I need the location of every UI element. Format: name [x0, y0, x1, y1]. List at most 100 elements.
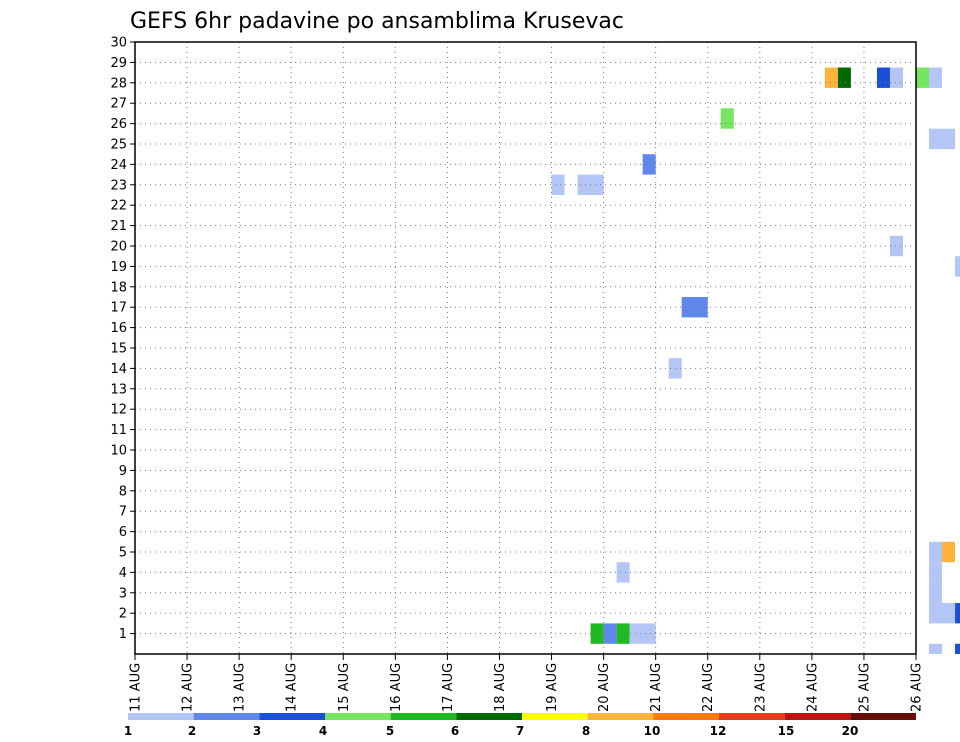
colorbar-label: 12 [710, 724, 727, 738]
y-tick-label: 2 [119, 607, 127, 622]
data-cell [942, 541, 956, 563]
data-cell [929, 541, 943, 563]
y-tick-label: 4 [119, 566, 127, 581]
colorbar-label: 15 [778, 724, 795, 738]
colorbar-segment [719, 713, 785, 720]
y-tick-label: 27 [110, 97, 127, 112]
y-tick-label: 21 [110, 219, 127, 234]
grid-layer [135, 42, 916, 654]
x-tick-label: 16 AUG [389, 663, 404, 712]
y-tick-label: 18 [110, 280, 127, 295]
colorbar-label: 10 [644, 724, 661, 738]
data-cell [955, 603, 960, 624]
data-cell [955, 256, 960, 277]
y-tick-label: 6 [119, 525, 127, 540]
colorbar-label: 5 [386, 724, 394, 738]
colorbar: 1 2 3 4 5 6 7 8 10 12 15 20 [124, 713, 916, 738]
y-tick-label: 11 [110, 423, 127, 438]
y-tick-label: 26 [110, 117, 127, 132]
y-tick-label: 10 [110, 444, 127, 459]
data-cell [681, 297, 708, 318]
y-tick-label: 20 [110, 240, 127, 255]
colorbar-segment [259, 713, 325, 720]
colorbar-segment [390, 713, 457, 720]
y-tick-label: 25 [110, 138, 127, 153]
data-cell [837, 67, 851, 88]
x-tick-label: 19 AUG [545, 663, 560, 712]
colorbar-segment [456, 713, 522, 720]
cells-layer [551, 67, 960, 654]
colorbar-label: 1 [124, 724, 132, 738]
colorbar-segment [784, 713, 851, 720]
y-tick-label: 19 [110, 260, 127, 275]
data-cell [720, 108, 734, 129]
y-tick-label: 29 [110, 56, 127, 71]
colorbar-segment [522, 713, 588, 720]
x-tick-label: 13 AUG [233, 663, 248, 712]
colorbar-label: 20 [842, 724, 859, 738]
colorbar-segment [128, 713, 194, 720]
data-cell [889, 235, 903, 257]
data-cell [929, 128, 956, 150]
x-tick-label: 11 AUG [129, 663, 144, 712]
x-tick-label: 24 AUG [805, 663, 820, 712]
data-cell [642, 154, 656, 175]
x-tick-label: 14 AUG [285, 663, 300, 712]
colorbar-label: 3 [253, 724, 261, 738]
y-tick-label: 7 [119, 505, 127, 520]
x-tick-label: 26 AUG [910, 663, 925, 712]
y-tick-label: 12 [110, 403, 127, 418]
data-cell [955, 643, 960, 654]
y-tick-label: 30 [110, 36, 127, 51]
data-cell [889, 67, 903, 88]
y-tick-label: 22 [110, 199, 127, 214]
x-tick-label: 22 AUG [701, 663, 716, 712]
data-cell [824, 67, 838, 88]
y-tick-label: 14 [110, 362, 127, 377]
y-tick-label: 28 [110, 76, 127, 91]
x-tick-label: 21 AUG [649, 663, 664, 712]
y-tick-label: 3 [119, 586, 127, 601]
colorbar-segment [587, 713, 654, 720]
x-tick-label: 20 AUG [597, 663, 612, 712]
colorbar-label: 4 [319, 724, 327, 738]
data-cell [929, 643, 943, 654]
colorbar-segment [325, 713, 391, 720]
data-cell [590, 623, 604, 644]
colorbar-label: 7 [516, 724, 524, 738]
x-tick-label: 25 AUG [857, 663, 872, 712]
data-cell [929, 67, 943, 88]
y-tick-label: 13 [110, 382, 127, 397]
y-tick-label: 8 [119, 484, 127, 499]
y-tick-label: 16 [110, 321, 127, 336]
x-tick-label: 18 AUG [493, 663, 508, 712]
chart-title: GEFS 6hr padavine po ansamblima Krusevac [130, 9, 624, 34]
y-tick-label: 15 [110, 342, 127, 357]
y-tick-label: 1 [119, 627, 127, 642]
y-tick-label: 5 [119, 546, 127, 561]
data-cell [929, 562, 943, 583]
y-axis: 1234567891011121314151617181920212223242… [110, 36, 135, 642]
colorbar-segment [193, 713, 260, 720]
colorbar-label: 8 [582, 724, 590, 738]
x-tick-label: 23 AUG [753, 663, 768, 712]
data-cell [916, 67, 930, 88]
data-cell [616, 623, 630, 644]
x-tick-label: 15 AUG [337, 663, 352, 712]
y-tick-label: 9 [119, 464, 127, 479]
colorbar-label: 6 [451, 724, 459, 738]
data-cell [629, 623, 656, 644]
y-tick-label: 24 [110, 158, 127, 173]
x-tick-label: 17 AUG [441, 663, 456, 712]
colorbar-segment [653, 713, 719, 720]
x-tick-label: 12 AUG [181, 663, 196, 712]
x-axis: 11 AUG 12 AUG 13 AUG 14 AUG 15 AUG 16 AUG 17 A… [129, 654, 925, 712]
colorbar-segment [850, 713, 916, 720]
data-cell [616, 562, 630, 583]
y-tick-label: 23 [110, 178, 127, 193]
data-cell [876, 67, 890, 88]
data-cell [929, 582, 943, 603]
y-tick-label: 17 [110, 301, 127, 316]
data-cell [929, 603, 956, 624]
